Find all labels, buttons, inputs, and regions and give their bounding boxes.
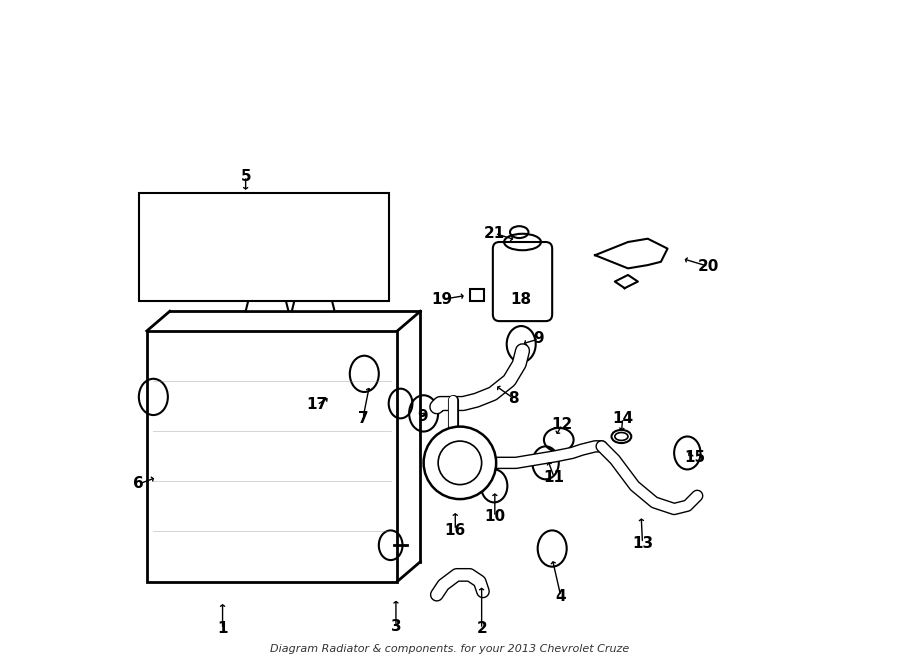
Text: 5: 5 <box>240 169 251 183</box>
Bar <box>470 289 484 301</box>
Text: 11: 11 <box>544 470 564 485</box>
Text: 7: 7 <box>357 410 368 426</box>
Text: 10: 10 <box>484 509 506 524</box>
FancyBboxPatch shape <box>493 242 553 321</box>
Text: 18: 18 <box>510 292 532 307</box>
Text: 12: 12 <box>552 417 572 432</box>
Text: 15: 15 <box>685 450 706 465</box>
Text: 2: 2 <box>476 622 487 636</box>
Text: 21: 21 <box>484 226 506 241</box>
Polygon shape <box>595 239 668 268</box>
Text: 6: 6 <box>133 477 144 491</box>
Text: 17: 17 <box>306 397 328 412</box>
Text: 13: 13 <box>632 536 653 551</box>
Text: 3: 3 <box>391 619 401 634</box>
Text: 9: 9 <box>417 409 428 424</box>
Text: 4: 4 <box>555 589 566 604</box>
Polygon shape <box>292 275 335 311</box>
Polygon shape <box>246 275 289 311</box>
Bar <box>139 193 390 301</box>
Text: 19: 19 <box>431 292 453 307</box>
Text: 9: 9 <box>534 332 544 346</box>
Text: 14: 14 <box>612 410 634 426</box>
Text: 8: 8 <box>508 391 518 406</box>
Text: 16: 16 <box>445 522 466 538</box>
Polygon shape <box>615 275 638 288</box>
Text: Diagram Radiator & components. for your 2013 Chevrolet Cruze: Diagram Radiator & components. for your … <box>270 643 630 654</box>
Bar <box>147 331 397 581</box>
Text: 20: 20 <box>698 259 719 274</box>
Circle shape <box>424 426 496 499</box>
Text: 1: 1 <box>217 622 228 636</box>
